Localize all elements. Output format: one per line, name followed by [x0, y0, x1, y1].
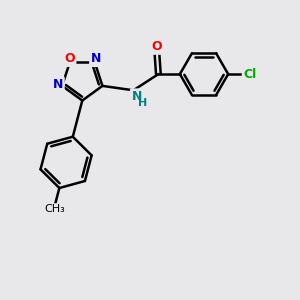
Text: Cl: Cl: [244, 68, 257, 81]
Text: N: N: [91, 52, 101, 65]
Text: CH₃: CH₃: [44, 204, 65, 214]
Text: N: N: [52, 78, 63, 91]
Text: O: O: [64, 52, 74, 65]
Text: H: H: [138, 98, 147, 108]
Text: N: N: [132, 90, 142, 103]
Text: O: O: [152, 40, 162, 53]
